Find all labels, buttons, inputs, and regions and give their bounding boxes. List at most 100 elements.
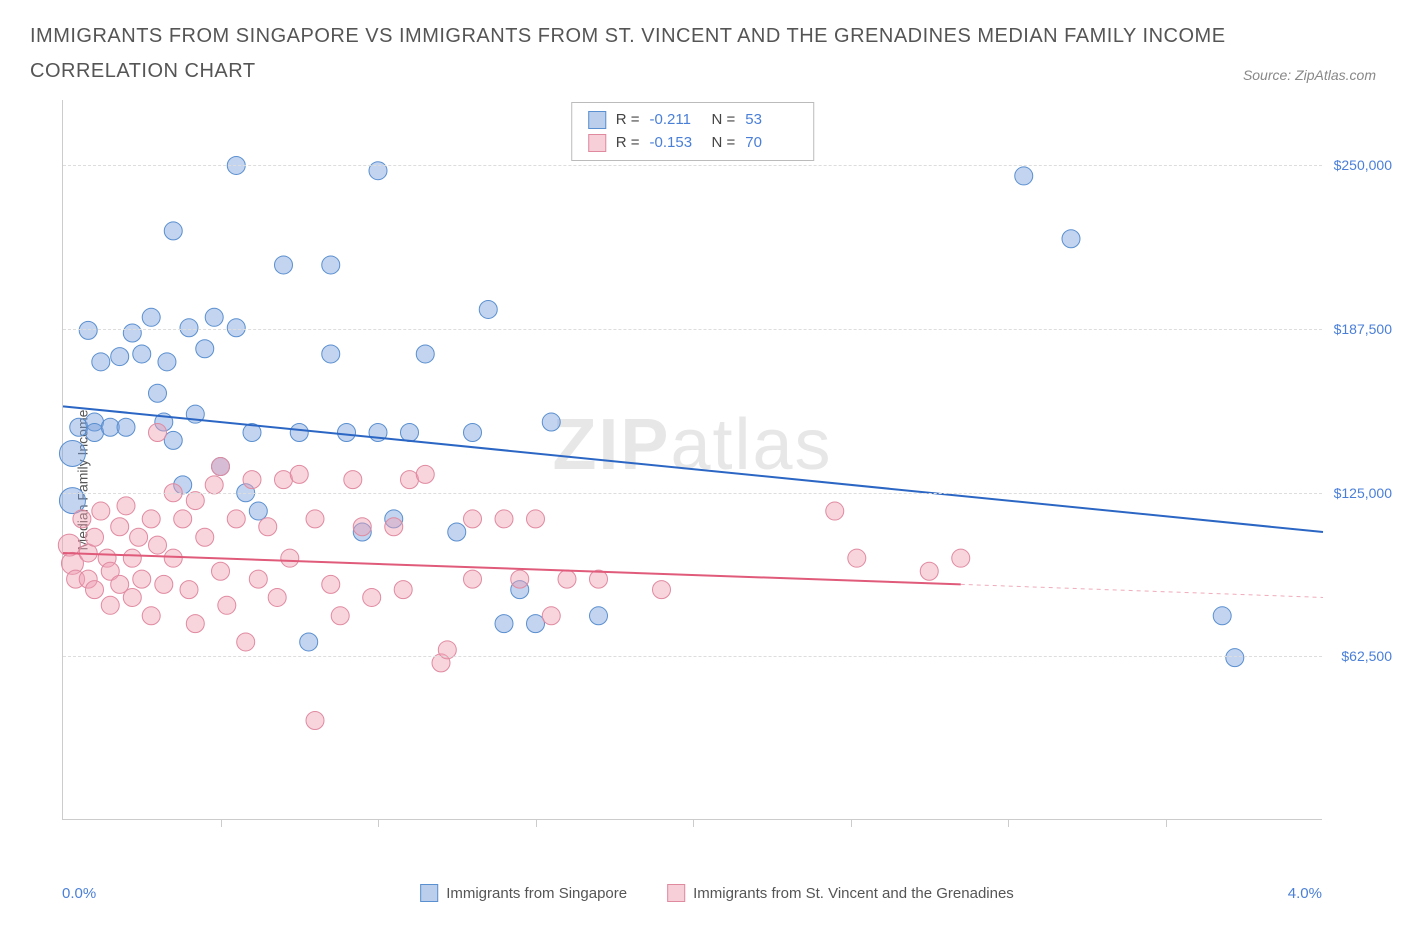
plot-svg <box>63 100 1322 819</box>
r-value: -0.153 <box>650 132 702 155</box>
x-tick-min: 0.0% <box>62 885 96 902</box>
scatter-point <box>527 510 545 528</box>
scatter-point <box>70 418 88 436</box>
x-tick <box>693 819 694 827</box>
chart-title: IMMIGRANTS FROM SINGAPORE VS IMMIGRANTS … <box>30 20 1376 52</box>
scatter-point <box>558 570 576 588</box>
n-value: 70 <box>745 132 797 155</box>
scatter-point <box>542 607 560 625</box>
x-tick <box>851 819 852 827</box>
chart-header: IMMIGRANTS FROM SINGAPORE VS IMMIGRANTS … <box>0 0 1406 83</box>
scatter-point <box>111 518 129 536</box>
scatter-point <box>290 465 308 483</box>
grid-line <box>63 165 1322 166</box>
scatter-point <box>180 581 198 599</box>
plot-area: ZIPatlas R = -0.211 N = 53 R = -0.153 N … <box>62 100 1322 820</box>
grid-line <box>63 493 1322 494</box>
scatter-point <box>479 300 497 318</box>
scatter-point <box>542 413 560 431</box>
scatter-point <box>142 607 160 625</box>
source-label: Source: ZipAtlas.com <box>1243 67 1376 83</box>
x-tick <box>1166 819 1167 827</box>
r-label: R = <box>616 109 640 132</box>
scatter-point <box>300 633 318 651</box>
scatter-point <box>1015 167 1033 185</box>
scatter-point <box>205 476 223 494</box>
scatter-point <box>275 256 293 274</box>
scatter-point <box>111 348 129 366</box>
scatter-point <box>268 588 286 606</box>
scatter-point <box>218 596 236 614</box>
chart-subtitle: CORRELATION CHART <box>30 60 256 83</box>
grid-line <box>63 329 1322 330</box>
scatter-point <box>848 549 866 567</box>
scatter-point <box>344 471 362 489</box>
scatter-point <box>385 518 403 536</box>
y-tick-label: $250,000 <box>1334 157 1392 173</box>
scatter-point <box>448 523 466 541</box>
scatter-point <box>164 222 182 240</box>
scatter-point <box>1062 230 1080 248</box>
scatter-point <box>826 502 844 520</box>
scatter-point <box>952 549 970 567</box>
scatter-point <box>79 321 97 339</box>
scatter-point <box>59 440 85 466</box>
scatter-point <box>133 345 151 363</box>
scatter-point <box>290 424 308 442</box>
scatter-point <box>149 424 167 442</box>
n-label: N = <box>712 132 736 155</box>
scatter-point <box>117 497 135 515</box>
scatter-point <box>123 549 141 567</box>
y-tick-label: $187,500 <box>1334 321 1392 337</box>
n-value: 53 <box>745 109 797 132</box>
scatter-point <box>495 510 513 528</box>
scatter-point <box>394 581 412 599</box>
scatter-point <box>306 510 324 528</box>
legend-item: Immigrants from Singapore <box>420 884 627 902</box>
scatter-point <box>92 353 110 371</box>
x-tick <box>378 819 379 827</box>
scatter-point <box>363 588 381 606</box>
r-label: R = <box>616 132 640 155</box>
scatter-point <box>149 536 167 554</box>
y-tick-label: $62,500 <box>1341 648 1392 664</box>
scatter-point <box>281 549 299 567</box>
n-label: N = <box>712 109 736 132</box>
scatter-point <box>117 418 135 436</box>
scatter-point <box>353 518 371 536</box>
scatter-point <box>133 570 151 588</box>
scatter-point <box>101 596 119 614</box>
scatter-point <box>164 549 182 567</box>
scatter-point <box>196 340 214 358</box>
scatter-point <box>331 607 349 625</box>
scatter-point <box>338 424 356 442</box>
scatter-point <box>464 424 482 442</box>
scatter-point <box>590 607 608 625</box>
scatter-point <box>322 256 340 274</box>
scatter-point <box>130 528 148 546</box>
grid-line <box>63 656 1322 657</box>
scatter-point <box>180 319 198 337</box>
legend-label: Immigrants from Singapore <box>446 885 627 902</box>
scatter-point <box>416 465 434 483</box>
scatter-point <box>186 492 204 510</box>
scatter-point <box>920 562 938 580</box>
scatter-point <box>527 615 545 633</box>
stats-row: R = -0.211 N = 53 <box>588 109 798 132</box>
legend-bottom: Immigrants from Singapore Immigrants fro… <box>420 884 1014 902</box>
scatter-point <box>401 424 419 442</box>
scatter-point <box>322 345 340 363</box>
scatter-point <box>155 575 173 593</box>
x-tick <box>221 819 222 827</box>
scatter-point <box>212 458 230 476</box>
scatter-point <box>174 510 192 528</box>
legend-swatch-pink <box>667 884 685 902</box>
r-value: -0.211 <box>650 109 702 132</box>
scatter-point <box>511 570 529 588</box>
stats-row: R = -0.153 N = 70 <box>588 132 798 155</box>
scatter-point <box>495 615 513 633</box>
scatter-point <box>275 471 293 489</box>
scatter-point <box>149 384 167 402</box>
scatter-point <box>92 502 110 520</box>
scatter-point <box>227 319 245 337</box>
